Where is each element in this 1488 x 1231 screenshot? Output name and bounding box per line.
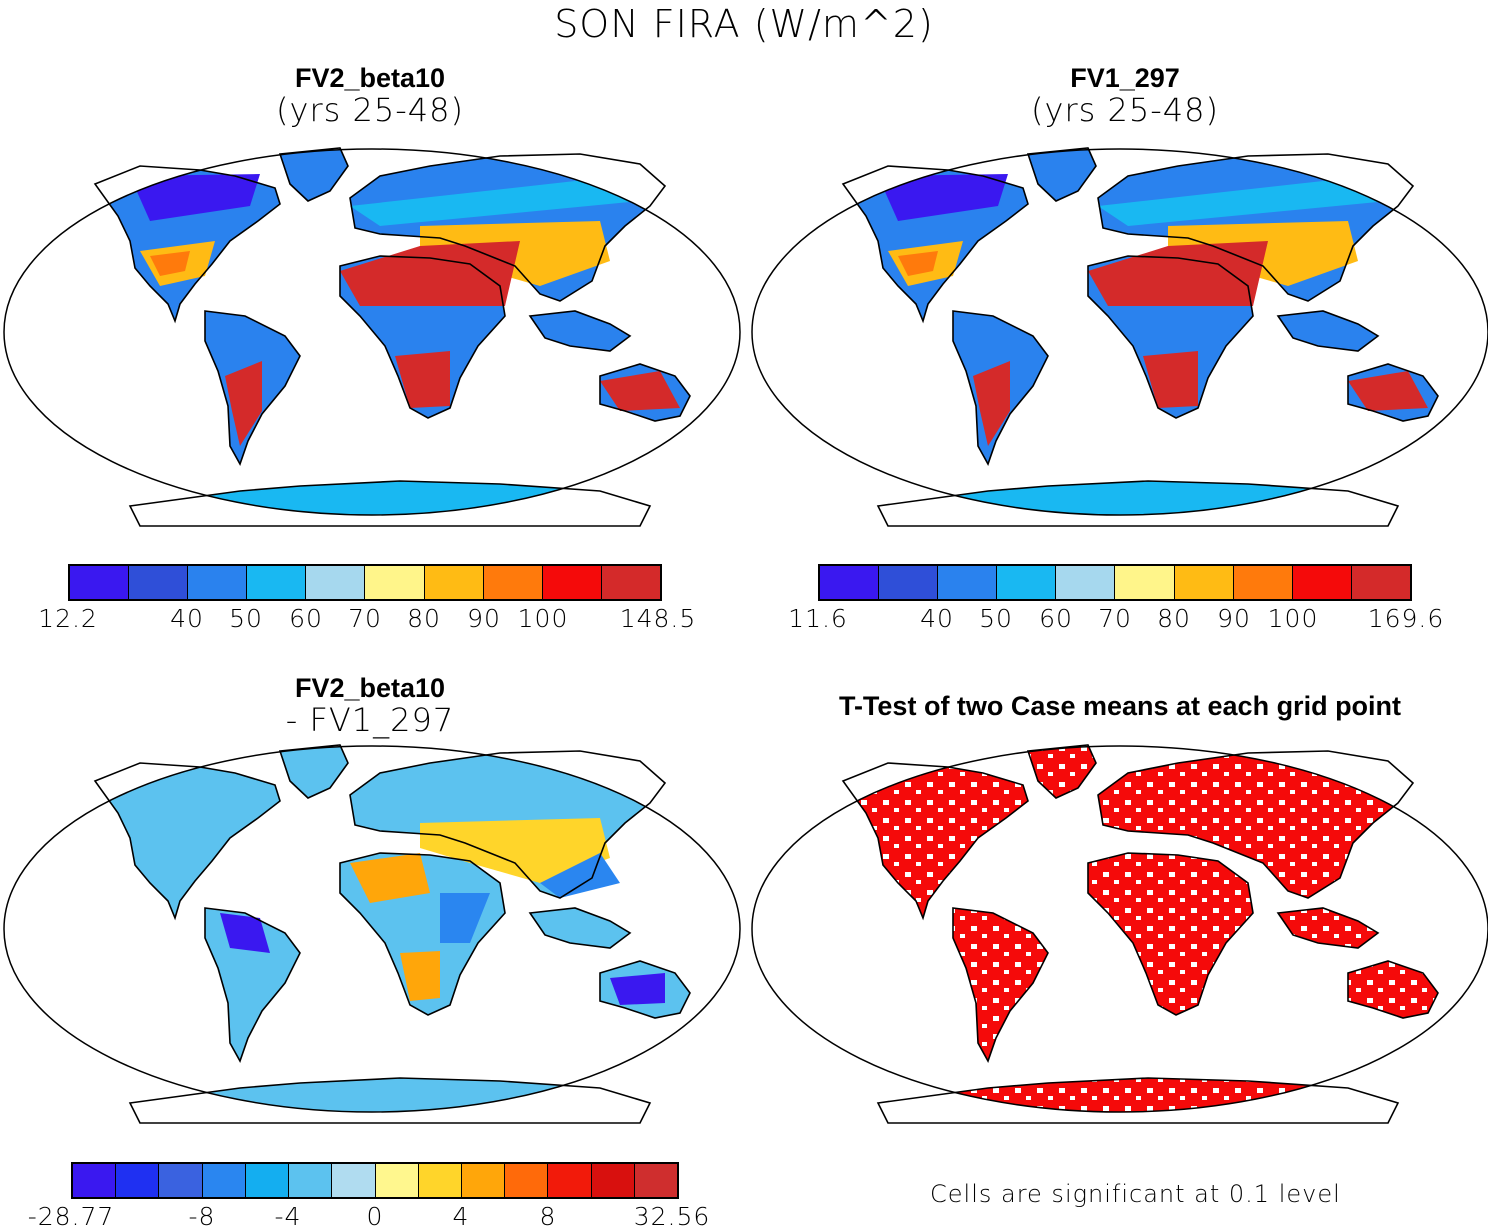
- colorbar-swatch: [159, 1164, 203, 1197]
- panel-title-fv1-case: FV1_297: [1070, 63, 1180, 93]
- colorbar-swatch: [70, 566, 130, 599]
- map-fv2-beta10: [3, 147, 741, 527]
- colorbar-swatch: [375, 1164, 419, 1197]
- tick-label: 80: [1157, 604, 1191, 633]
- panel-title-diff-minus: - FV1_297: [285, 701, 455, 739]
- colorbar-swatch: [1351, 566, 1410, 599]
- tick-label: 32.56: [633, 1202, 711, 1231]
- colorbar-swatch: [938, 566, 998, 599]
- colorbar-swatch: [591, 1164, 635, 1197]
- colorbar-fv1-297: [818, 564, 1412, 601]
- panel-title-ttest: T-Test of two Case means at each grid po…: [760, 690, 1480, 722]
- colorbar-swatch: [601, 566, 660, 599]
- tick-label: 12.2: [38, 604, 98, 633]
- map-ttest-significance: [751, 744, 1488, 1124]
- colorbar-swatch: [202, 1164, 246, 1197]
- colorbar-swatch: [247, 566, 307, 599]
- panel-title-fv1: FV1_297 (yrs 25-48): [975, 62, 1275, 126]
- tick-label: 11.6: [788, 604, 848, 633]
- colorbar-swatch: [548, 1164, 592, 1197]
- colorbar-swatch: [483, 566, 543, 599]
- colorbar-swatch: [1115, 566, 1175, 599]
- tick-label: 8: [539, 1202, 557, 1231]
- colorbar-swatch: [332, 1164, 376, 1197]
- tick-label: 40: [170, 604, 204, 633]
- tick-label: 50: [229, 604, 263, 633]
- colorbar-swatch: [1056, 566, 1116, 599]
- tick-label: 4: [452, 1202, 470, 1231]
- panel-title-diff-case: FV2_beta10: [294, 673, 446, 703]
- colorbar-swatch: [879, 566, 939, 599]
- tick-label: 70: [1098, 604, 1132, 633]
- colorbar-swatch: [73, 1164, 117, 1197]
- colorbar-swatch: [997, 566, 1057, 599]
- colorbar-swatch: [289, 1164, 333, 1197]
- tick-label: 90: [1217, 604, 1251, 633]
- tick-label: -4: [274, 1202, 302, 1231]
- colorbar-swatch: [418, 1164, 462, 1197]
- tick-label: 169.6: [1367, 604, 1445, 633]
- tick-label: 0: [366, 1202, 384, 1231]
- tick-label: 40: [920, 604, 954, 633]
- colorbar-swatch: [129, 566, 189, 599]
- significance-note: Cells are significant at 0.1 level: [930, 1180, 1341, 1208]
- panel-title-fv1-years: (yrs 25-48): [1031, 91, 1219, 129]
- panel-title-fv2-years: (yrs 25-48): [276, 91, 464, 129]
- tick-label: 70: [348, 604, 382, 633]
- tick-label: 100: [517, 604, 569, 633]
- tick-label: 148.5: [619, 604, 697, 633]
- tick-label: 100: [1267, 604, 1319, 633]
- panel-title-fv2: FV2_beta10 (yrs 25-48): [220, 62, 520, 126]
- tick-label: 90: [467, 604, 501, 633]
- colorbar-swatch: [245, 1164, 290, 1197]
- tick-label: -28.77: [27, 1202, 115, 1231]
- colorbar-swatch: [634, 1164, 678, 1197]
- panel-title-diff: FV2_beta10 - FV1_297: [220, 672, 520, 736]
- colorbar-swatch: [820, 566, 880, 599]
- tick-label: 60: [289, 604, 323, 633]
- colorbar-swatch: [1292, 566, 1352, 599]
- tick-label: 80: [407, 604, 441, 633]
- tick-label: 50: [979, 604, 1013, 633]
- colorbar-swatch: [424, 566, 484, 599]
- tick-label: -8: [188, 1202, 216, 1231]
- colorbar-swatch: [461, 1164, 506, 1197]
- colorbar-swatch: [188, 566, 248, 599]
- colorbar-difference: [71, 1162, 679, 1199]
- panel-title-fv2-case: FV2_beta10: [294, 63, 446, 93]
- colorbar-swatch: [505, 1164, 549, 1197]
- tick-label: 60: [1039, 604, 1073, 633]
- map-fv1-297: [751, 147, 1488, 527]
- colorbar-swatch: [116, 1164, 160, 1197]
- map-difference: [3, 744, 741, 1124]
- colorbar-swatch: [306, 566, 366, 599]
- colorbar-swatch: [365, 566, 425, 599]
- colorbar-fv2-beta10: [68, 564, 662, 601]
- colorbar-swatch: [1174, 566, 1234, 599]
- panel-title-ttest-text: T-Test of two Case means at each grid po…: [838, 691, 1402, 721]
- colorbar-swatch: [542, 566, 602, 599]
- colorbar-swatch: [1233, 566, 1293, 599]
- main-title: SON FIRA (W/m^2): [554, 2, 934, 46]
